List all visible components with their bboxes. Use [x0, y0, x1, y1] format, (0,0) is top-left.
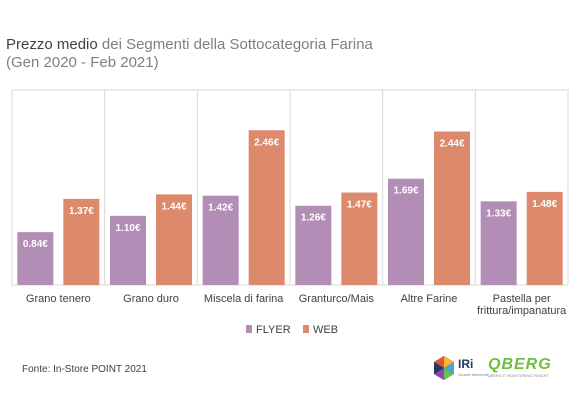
- bar-web: [434, 131, 470, 285]
- iri-logo-icon: [434, 356, 454, 380]
- qberg-logo-tagline: QBERG.IT MONITORING INSIGHT: [488, 374, 549, 378]
- data-label-flyer: 1.69€: [393, 186, 418, 197]
- legend-swatch-web: [303, 325, 309, 333]
- bar-flyer: [17, 232, 54, 285]
- legend-swatch-flyer: [246, 325, 252, 333]
- data-label-flyer: 1.42€: [208, 203, 233, 214]
- data-label-flyer: 0.84€: [23, 239, 48, 250]
- bar-web: [526, 191, 563, 285]
- chart-title: Prezzo medio dei Segmenti della Sottocat…: [6, 36, 526, 54]
- bar-flyer: [295, 205, 332, 285]
- iri-logo-text: IRi: [458, 357, 474, 371]
- data-label-flyer: 1.33€: [486, 208, 511, 219]
- bar-web: [63, 198, 100, 285]
- data-label-flyer: 1.26€: [301, 213, 326, 224]
- category-label: Altre Farine: [401, 293, 458, 305]
- legend-label-web: WEB: [313, 324, 338, 336]
- category-label: Grano tenero: [26, 293, 91, 305]
- bar-flyer: [480, 201, 517, 285]
- category-label: Grano duro: [123, 293, 179, 305]
- chart-title-rest: dei Segmenti della Sottocategoria Farina: [97, 36, 373, 53]
- chart-title-bold: Prezzo medio: [6, 36, 98, 53]
- category-label: Granturco/Mais: [299, 293, 375, 305]
- bar-flyer: [388, 178, 424, 285]
- data-label-web: 1.37€: [69, 206, 94, 217]
- legend-label-flyer: FLYER: [256, 324, 291, 336]
- bar-flyer: [202, 195, 239, 285]
- bar-web: [341, 192, 378, 285]
- data-label-web: 1.44€: [161, 201, 186, 212]
- source-note: Fonte: In-Store POINT 2021: [22, 364, 147, 375]
- data-label-web: 1.47€: [347, 200, 372, 211]
- category-label: frittura/impanatura: [477, 305, 567, 317]
- data-label-web: 2.46€: [254, 137, 279, 148]
- qberg-logo-text: QBERG: [488, 356, 552, 373]
- data-label-flyer: 1.10€: [115, 223, 140, 234]
- chart-subtitle: (Gen 2020 - Feb 2021): [6, 54, 159, 71]
- data-label-web: 1.48€: [532, 199, 557, 210]
- bar-web: [156, 194, 192, 285]
- iri-logo-tagline: Growth delivered: [458, 372, 489, 377]
- bar-flyer: [110, 215, 146, 285]
- data-label-web: 2.44€: [439, 139, 464, 150]
- category-label: Pastella per: [493, 293, 551, 305]
- bar-web: [248, 130, 285, 285]
- category-label: Miscela di farina: [204, 293, 284, 305]
